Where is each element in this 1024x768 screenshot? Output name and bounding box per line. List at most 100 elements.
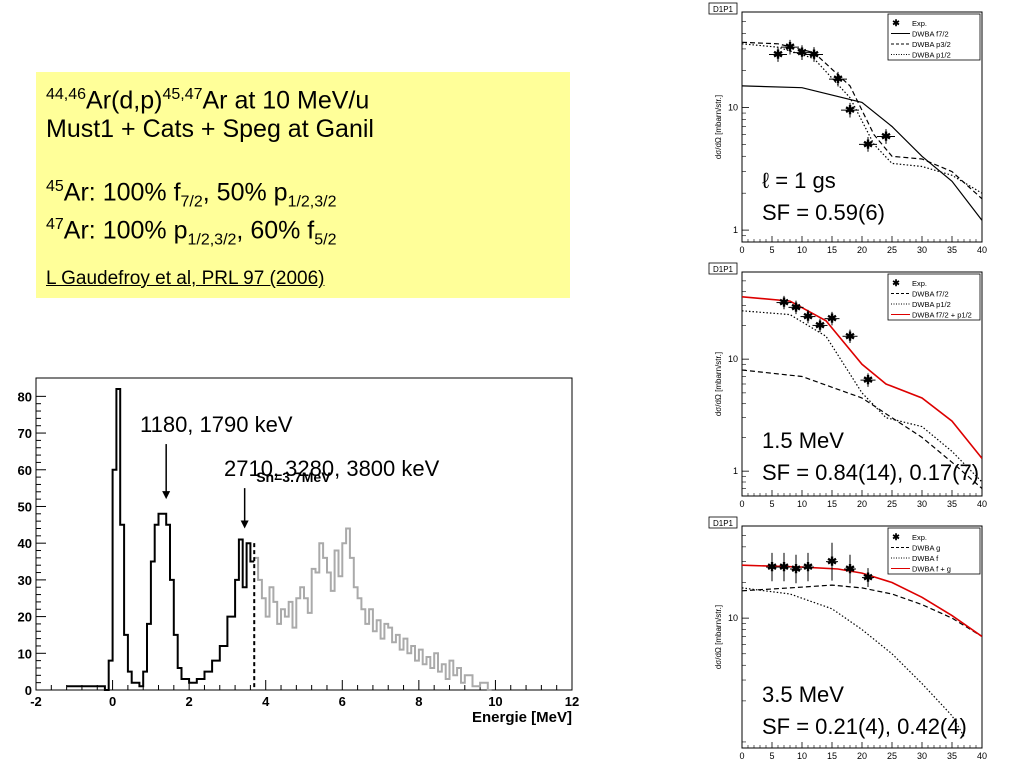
x-tick-label: 30 [917,499,927,509]
x-tick-label: 35 [947,499,957,509]
data-point-marker: ✱ [863,373,873,387]
y-tick-label: 80 [18,389,32,404]
x-tick-label: 5 [769,499,774,509]
data-point-marker: ✱ [803,560,813,574]
x-tick-label: 15 [827,245,837,255]
data-point-marker: ✱ [767,560,777,574]
data-point-marker: ✱ [833,72,843,86]
legend-box [887,13,981,61]
data-point-marker: ✱ [845,562,855,576]
sn-label: Sn=3.7MeV [256,469,331,485]
y-tick-label: 60 [18,463,32,478]
x-tick-label: 25 [887,751,897,761]
plot-area: ✱✱✱✱✱✱✱ [742,542,982,737]
x-tick-label: 20 [857,245,867,255]
panel-tag-box [708,2,738,15]
x-tick-label: 10 [797,751,807,761]
x-tick-label: 12 [565,694,579,709]
panel3-note-sf: SF = 0.21(4), 0.42(4) [762,714,967,739]
panel1-note-l: ℓ = 1 gs [762,168,836,193]
legend-label: DWBA f7/2 [912,290,949,299]
x-tick-label: 20 [857,499,867,509]
panel-tag-box [708,516,738,529]
x-tick-label: 10 [488,694,502,709]
y-axis-label: dσ/dΩ [mbarn/str.] [714,352,723,416]
data-point-marker: ✱ [779,560,789,574]
info-box: 44,46Ar(d,p)45,47Ar at 10 MeV/u Must1 + … [36,72,570,298]
x-tick-label: 25 [887,499,897,509]
panel2-note-energy: 1.5 MeV [762,428,844,453]
x-tick-label: 5 [769,245,774,255]
panel-tag: D1P1 [713,265,734,274]
y-tick-label: 10 [728,354,738,364]
x-tick-label: 20 [857,751,867,761]
legend-marker: ✱ [892,278,900,288]
isotope-masses: 44,46 [46,86,87,103]
y-tick-label: 0 [25,683,32,698]
data-point-marker: ✱ [881,129,891,143]
legend-marker: ✱ [892,532,900,542]
x-tick-label: 30 [917,245,927,255]
data-point-marker: ✱ [779,296,789,310]
y-tick-label: 20 [18,610,32,625]
annotation-arrow-head [162,491,171,500]
plot-area: ✱✱✱✱✱✱✱ [742,296,982,489]
angular-panel-gs: D1P1 dσ/dΩ [mbarn/str.] 0 5 10 15 20 25 30 35 40 1 1… [708,2,987,255]
panel-tag: D1P1 [713,519,734,528]
x-tick-label: 15 [827,751,837,761]
product-masses: 45,47 [162,86,203,103]
x-tick-label: 2 [186,694,193,709]
x-tick-label: 35 [947,245,957,255]
x-tick-label: 10 [797,245,807,255]
legend-label: Exp. [912,533,927,542]
legend-label: DWBA p1/2 [912,300,951,309]
y-tick-label: 30 [18,573,32,588]
data-point-marker: ✱ [845,103,855,117]
angular-panel-1p5mev: D1P1 dσ/dΩ [mbarn/str.] 0 5 10 15 20 25 30 35 40 1 1… [708,262,987,509]
reaction-text: Ar(d,p) [86,86,163,115]
x-tick-label: 40 [977,245,987,255]
legend-marker: ✱ [892,18,900,28]
data-point-marker: ✱ [845,329,855,343]
x-tick-label: -2 [30,694,42,709]
y-tick-label: 50 [18,499,32,514]
dwba-curve-0 [742,85,982,221]
annotation-arrow-head [240,520,249,529]
y-tick-label: 10 [18,646,32,661]
data-point-marker: ✱ [809,48,819,62]
panel3-note-energy: 3.5 MeV [762,682,844,707]
plot-area: ✱✱ ✱ ✱✱✱✱✱ [742,39,982,221]
data-point-marker: ✱ [863,137,873,151]
legend-label: DWBA g [912,544,940,553]
legend-label: DWBA f7/2 [912,30,949,39]
ar47-line: 47Ar: 100% p1/2,3/2, 60% f5/2 [46,216,337,249]
x-tick-label: 0 [739,751,744,761]
data-point-marker: ✱ [791,562,801,576]
y-tick-label: 1 [733,225,738,235]
x-tick-label: 25 [887,245,897,255]
data-point-marker: ✱ [773,48,783,62]
data-point-marker: ✱ [863,571,873,585]
x-tick-label: 4 [262,694,270,709]
reaction-line: 44,46Ar(d,p)45,47Ar at 10 MeV/u [46,80,369,115]
x-tick-label: 40 [977,499,987,509]
panel-tag-box [708,262,738,275]
annotation-1180-1790: 1180, 1790 keV [140,412,293,437]
legend-label: Exp. [912,19,927,28]
y-tick-label: 70 [18,426,32,441]
panel-tag: D1P1 [713,5,734,14]
data-point-marker: ✱ [827,312,837,326]
reference-link[interactable]: L Gaudefroy et al, PRL 97 (2006) [46,268,325,289]
x-tick-label: 5 [769,751,774,761]
legend-label: DWBA f7/2 + p1/2 [912,311,972,320]
x-tick-label: 0 [109,694,116,709]
legend-label: Exp. [912,279,927,288]
histogram-series-0 [66,388,255,691]
x-tick-label: 8 [415,694,422,709]
legend-label: DWBA f + g [912,565,951,574]
panel1-note-sf: SF = 0.59(6) [762,200,885,225]
y-tick-label: 10 [728,102,738,112]
x-tick-label: 0 [739,499,744,509]
legend-label: DWBA f [912,554,939,563]
